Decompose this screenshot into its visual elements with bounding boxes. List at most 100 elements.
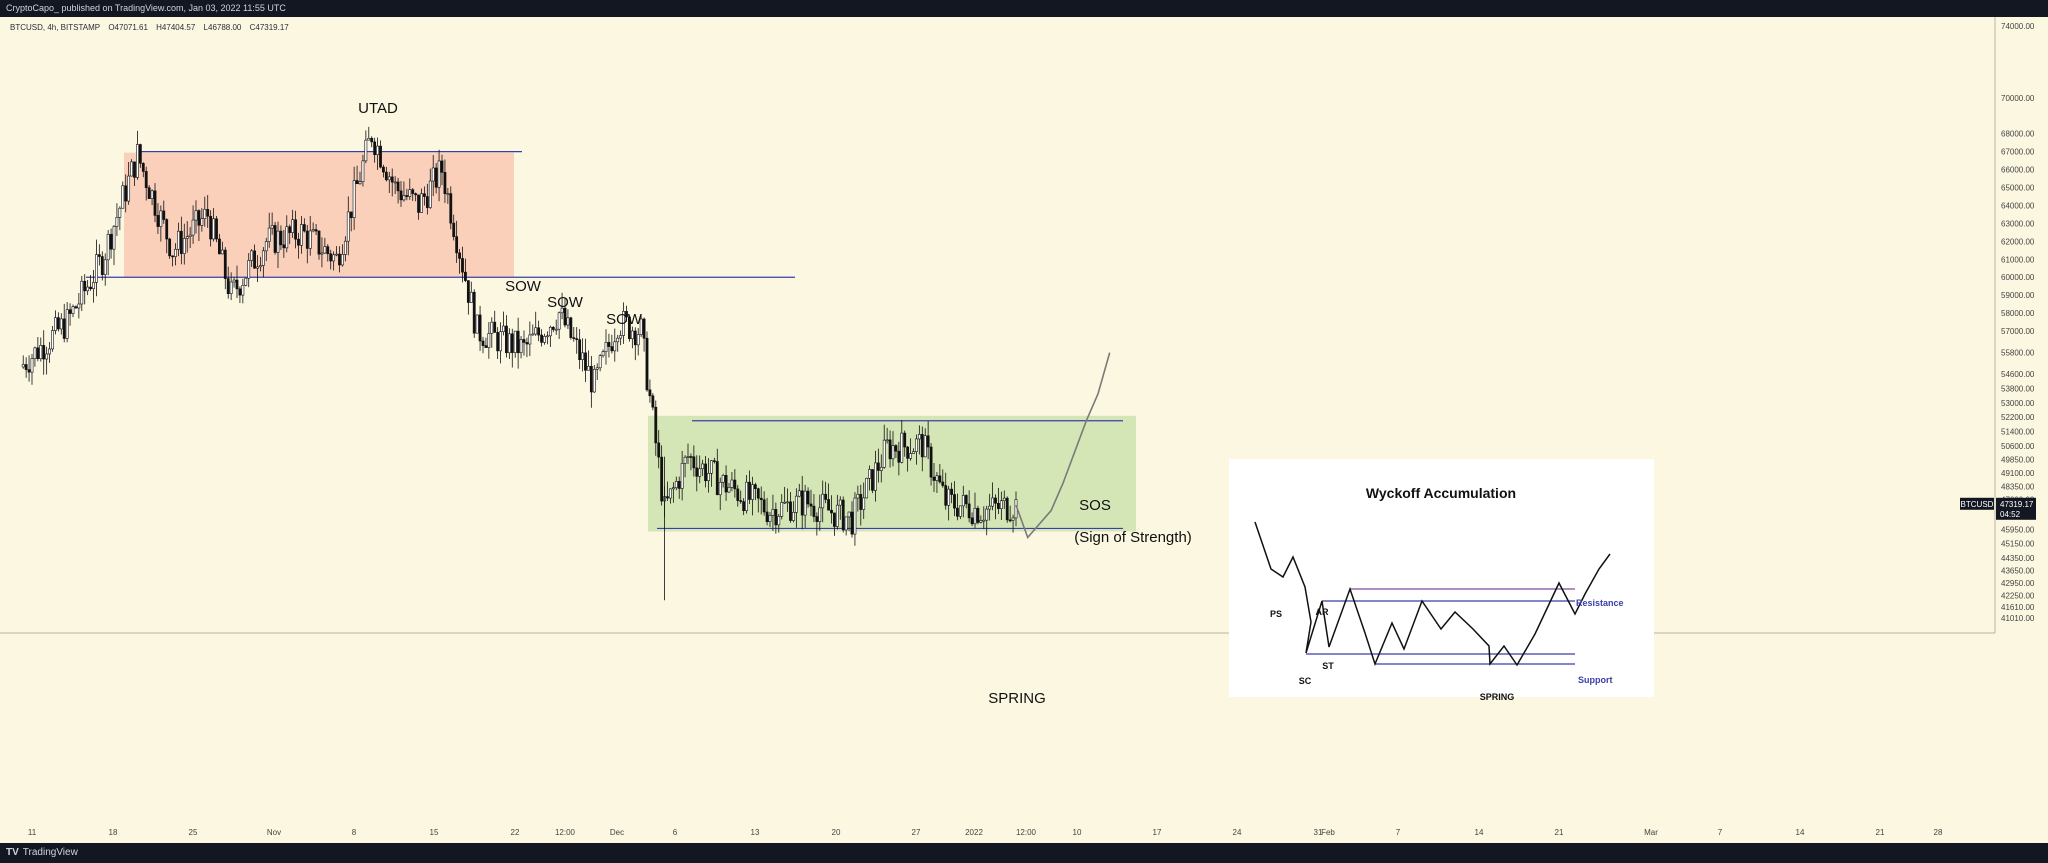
candle	[982, 519, 986, 522]
candle	[502, 325, 505, 332]
time-axis-tick: 21	[1876, 828, 1885, 837]
candle	[1008, 519, 1012, 522]
candle	[683, 456, 687, 464]
tradingview-logo-icon[interactable]: TV	[6, 847, 19, 858]
publisher-bar: CryptoCapo_ published on TradingView.com…	[0, 0, 2048, 17]
footer-brand[interactable]: TradingView	[22, 847, 78, 858]
candles-group	[21, 126, 1018, 601]
time-axis-tick: 15	[430, 828, 439, 837]
candle	[806, 490, 810, 505]
candle	[525, 342, 529, 345]
candle	[686, 456, 690, 458]
candle	[601, 351, 605, 356]
candle	[628, 316, 631, 340]
time-axis-tick: 13	[751, 828, 760, 837]
candle	[505, 325, 508, 354]
candle	[742, 501, 746, 511]
candle	[660, 456, 664, 502]
candle	[850, 511, 854, 535]
time-axis-tick: 6	[673, 828, 678, 837]
candle	[191, 219, 195, 236]
candle	[548, 326, 552, 337]
price-axis-tick: 49850.00	[2001, 455, 2035, 464]
candle	[794, 495, 798, 513]
candle	[753, 484, 757, 489]
candle	[900, 432, 904, 463]
candle	[97, 254, 101, 257]
candle	[311, 229, 315, 232]
candle	[171, 255, 174, 258]
candle	[718, 482, 722, 496]
candle	[144, 171, 148, 188]
wyckoff-label-support: Support	[1578, 675, 1613, 685]
candle	[355, 180, 359, 185]
candle	[774, 509, 778, 526]
price-axis-tick: 63000.00	[2001, 219, 2035, 228]
candle	[200, 218, 204, 226]
candle	[405, 195, 409, 197]
price-badge-symbol: BTCUSD	[1961, 500, 1994, 509]
candle	[285, 226, 289, 249]
sow-label-3: SOW	[606, 311, 643, 328]
time-axis-tick: Mar	[1644, 828, 1658, 837]
publisher-line: CryptoCapo_ published on TradingView.com…	[6, 3, 286, 13]
wyckoff-label-st: ST	[1322, 661, 1334, 671]
candle	[551, 326, 555, 330]
price-axis-tick: 60000.00	[2001, 273, 2035, 282]
candle	[835, 504, 839, 527]
price-axis-tick: 53000.00	[2001, 399, 2035, 408]
candle	[824, 493, 828, 500]
candle	[566, 317, 570, 326]
candle	[516, 330, 520, 354]
candle	[138, 144, 142, 164]
candle	[45, 353, 49, 360]
price-axis-tick: 70000.00	[2001, 94, 2035, 103]
candle	[39, 345, 43, 359]
time-axis-tick: 27	[912, 828, 921, 837]
candle	[768, 515, 772, 523]
candle	[402, 195, 406, 201]
price-axis-tick: 48350.00	[2001, 482, 2035, 491]
candle	[305, 230, 309, 249]
price-axis-tick: 50600.00	[2001, 442, 2035, 451]
candle	[92, 282, 95, 290]
candle	[994, 497, 997, 504]
candle	[563, 307, 567, 326]
candle	[393, 181, 397, 184]
candle	[803, 490, 807, 516]
candle	[894, 445, 898, 452]
chart-area[interactable]: 74000.00 70000.00 68000.00 67000.00 66000.00…	[0, 17, 2048, 843]
wyckoff-label-sc: SC	[1299, 676, 1312, 686]
time-axis-tick: 14	[1796, 828, 1805, 837]
candle	[390, 176, 394, 183]
candle	[695, 467, 699, 477]
candle	[455, 236, 459, 254]
candle	[874, 462, 877, 491]
candle	[666, 496, 669, 499]
candle	[888, 439, 892, 460]
candle	[100, 256, 104, 275]
price-axis-tick: 52200.00	[2001, 413, 2035, 422]
candle	[510, 333, 514, 353]
candle	[692, 456, 696, 469]
price-axis-tick: 53800.00	[2001, 384, 2035, 393]
candle	[74, 306, 78, 309]
time-axis-tick: 2022	[965, 828, 983, 837]
candle	[616, 337, 620, 343]
time-axis-tick: 22	[511, 828, 520, 837]
candle	[335, 253, 338, 256]
candle	[797, 490, 801, 497]
candle	[226, 278, 230, 295]
chart-canvas[interactable]: 74000.00 70000.00 68000.00 67000.00 66000.00…	[0, 17, 2048, 843]
candle	[420, 193, 423, 213]
candle	[51, 330, 54, 350]
time-axis-tick: 14	[1475, 828, 1484, 837]
price-axis-tick: 49100.00	[2001, 469, 2035, 478]
candle	[584, 352, 587, 371]
candle	[317, 230, 321, 255]
candle	[165, 219, 169, 240]
candle	[701, 463, 705, 470]
candle	[212, 218, 215, 240]
candle	[838, 499, 842, 506]
candle	[68, 309, 72, 314]
